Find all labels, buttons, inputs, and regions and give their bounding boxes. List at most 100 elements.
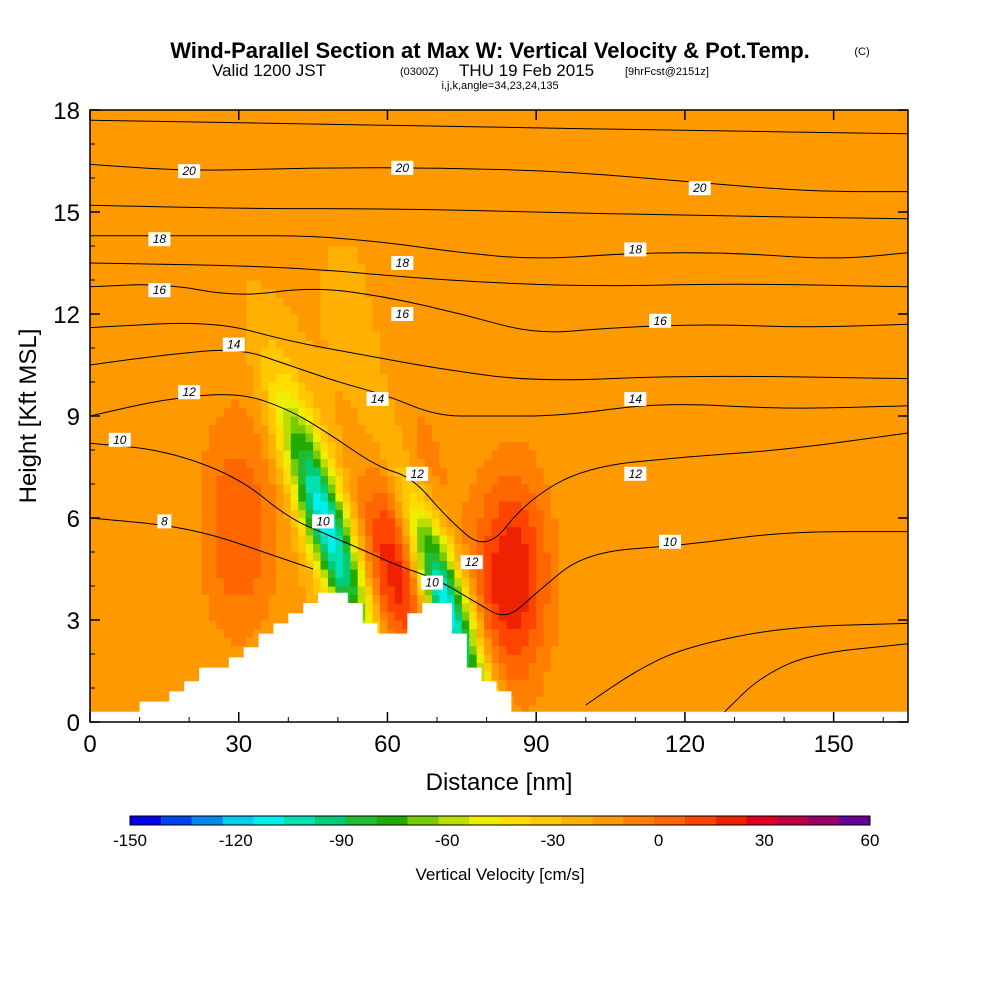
field-cell xyxy=(580,424,589,434)
field-cell xyxy=(439,365,448,375)
field-cell xyxy=(536,246,545,256)
field-cell xyxy=(558,620,567,630)
field-cell xyxy=(179,297,188,307)
field-cell xyxy=(476,169,485,179)
field-cell xyxy=(536,458,545,468)
field-cell xyxy=(588,220,597,230)
field-cell xyxy=(476,220,485,230)
field-cell xyxy=(97,654,106,664)
field-cell xyxy=(290,263,299,273)
field-cell xyxy=(268,509,277,519)
field-cell xyxy=(573,305,582,315)
field-cell xyxy=(90,526,99,536)
field-cell xyxy=(595,348,604,358)
field-cell xyxy=(499,152,508,162)
field-cell xyxy=(275,135,284,145)
field-cell xyxy=(142,560,151,570)
field-cell xyxy=(164,305,173,315)
field-cell xyxy=(499,348,508,358)
field-cell xyxy=(543,509,552,519)
field-cell xyxy=(290,603,299,613)
field-cell xyxy=(134,348,143,358)
field-cell xyxy=(357,322,366,332)
field-cell xyxy=(127,696,136,706)
field-cell xyxy=(290,254,299,264)
field-cell xyxy=(491,475,500,485)
field-cell xyxy=(595,637,604,647)
field-cell xyxy=(142,246,151,256)
field-cell xyxy=(499,484,508,494)
field-cell xyxy=(342,169,351,179)
field-cell xyxy=(335,543,344,553)
field-cell xyxy=(112,696,121,706)
field-cell xyxy=(357,569,366,579)
field-cell xyxy=(238,220,247,230)
field-cell xyxy=(238,526,247,536)
field-cell xyxy=(216,314,225,324)
field-cell xyxy=(536,373,545,383)
field-cell xyxy=(275,237,284,247)
field-cell xyxy=(171,373,180,383)
field-cell xyxy=(327,237,336,247)
field-cell xyxy=(536,526,545,536)
field-cell xyxy=(372,118,381,128)
field-cell xyxy=(513,475,522,485)
field-cell xyxy=(134,212,143,222)
field-cell xyxy=(424,288,433,298)
field-cell xyxy=(588,144,597,154)
field-cell xyxy=(223,433,232,443)
field-cell xyxy=(536,382,545,392)
field-cell xyxy=(372,161,381,171)
field-cell xyxy=(194,254,203,264)
field-cell xyxy=(461,195,470,205)
field-cell xyxy=(171,526,180,536)
field-cell xyxy=(283,280,292,290)
field-cell xyxy=(387,577,396,587)
field-cell xyxy=(394,552,403,562)
field-cell xyxy=(179,679,188,689)
field-cell xyxy=(513,356,522,366)
field-cell xyxy=(499,144,508,154)
field-cell xyxy=(238,467,247,477)
field-cell xyxy=(558,178,567,188)
field-cell xyxy=(439,356,448,366)
field-cell xyxy=(112,237,121,247)
field-cell xyxy=(499,237,508,247)
field-cell xyxy=(484,620,493,630)
field-cell xyxy=(201,263,210,273)
field-cell xyxy=(350,220,359,230)
field-cell xyxy=(595,433,604,443)
field-cell xyxy=(580,569,589,579)
field-cell xyxy=(558,237,567,247)
field-cell xyxy=(573,297,582,307)
field-cell xyxy=(90,382,99,392)
field-cell xyxy=(246,620,255,630)
field-cell xyxy=(565,186,574,196)
field-cell xyxy=(104,467,113,477)
field-cell xyxy=(528,254,537,264)
field-cell xyxy=(394,518,403,528)
field-cell xyxy=(528,212,537,222)
field-cell xyxy=(246,169,255,179)
field-cell xyxy=(231,348,240,358)
field-cell xyxy=(536,331,545,341)
field-cell xyxy=(417,594,426,604)
field-cell xyxy=(350,118,359,128)
field-cell xyxy=(216,603,225,613)
field-cell xyxy=(446,382,455,392)
field-cell xyxy=(171,441,180,451)
field-cell xyxy=(484,654,493,664)
field-cell xyxy=(261,475,270,485)
field-cell xyxy=(253,467,262,477)
field-cell xyxy=(253,382,262,392)
field-cell xyxy=(565,195,574,205)
field-cell xyxy=(171,127,180,137)
field-cell xyxy=(179,229,188,239)
field-cell xyxy=(223,603,232,613)
field-cell xyxy=(476,416,485,426)
field-cell xyxy=(476,195,485,205)
field-cell xyxy=(372,450,381,460)
field-cell xyxy=(573,382,582,392)
field-cell xyxy=(305,441,314,451)
field-cell xyxy=(439,552,448,562)
